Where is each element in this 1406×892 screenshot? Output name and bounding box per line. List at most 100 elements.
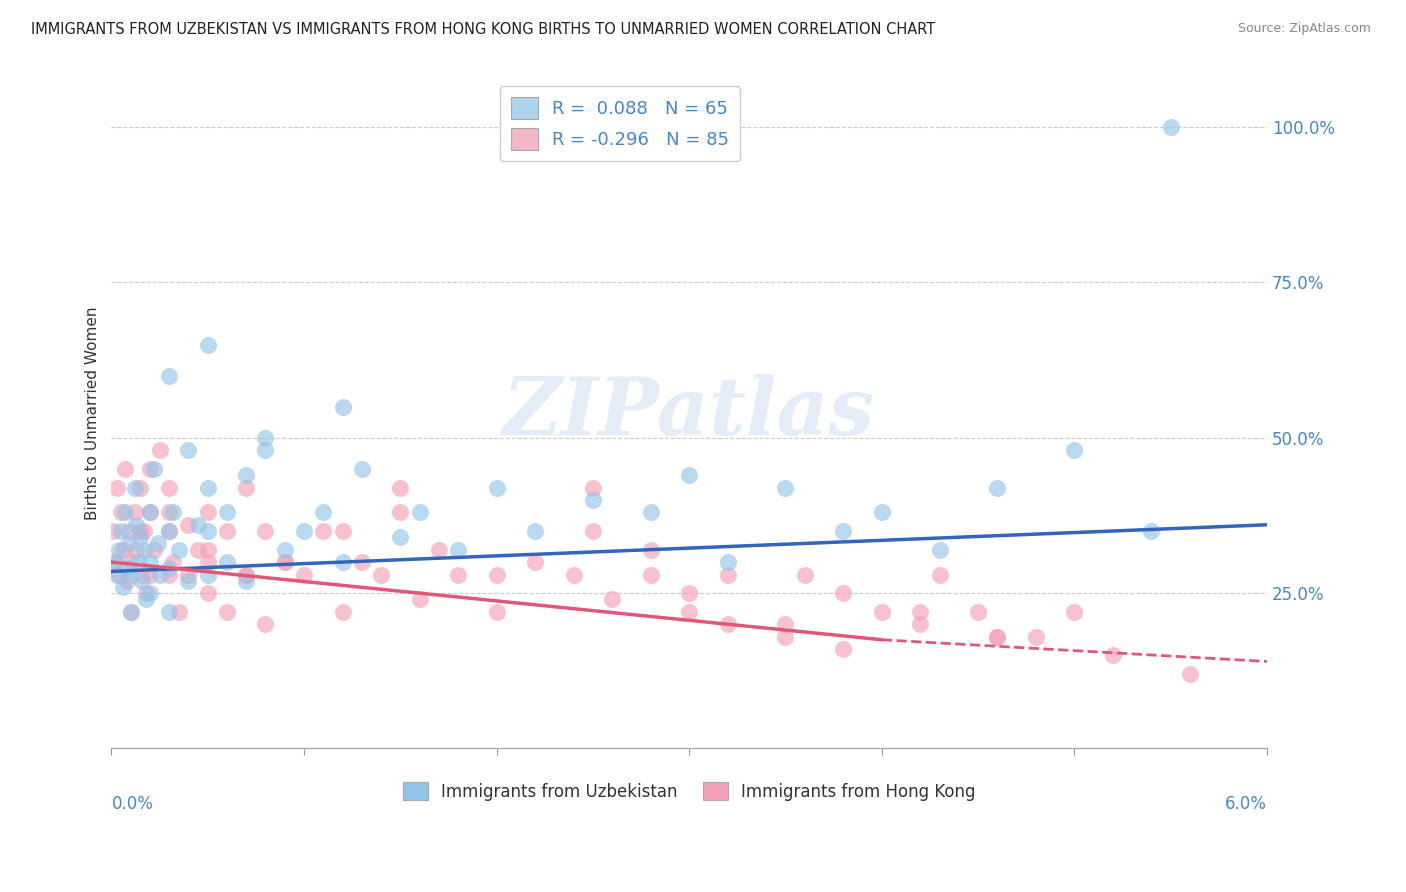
Point xyxy=(389,481,412,495)
Point xyxy=(187,542,209,557)
Point xyxy=(120,555,142,569)
Point xyxy=(105,481,128,495)
Point xyxy=(134,542,156,557)
Point xyxy=(197,555,219,569)
Point xyxy=(928,567,950,582)
Point xyxy=(1160,120,1182,135)
Point xyxy=(485,567,508,582)
Point xyxy=(125,542,148,557)
Point xyxy=(332,524,354,538)
Point xyxy=(177,443,200,458)
Point xyxy=(485,605,508,619)
Point xyxy=(235,574,257,588)
Point xyxy=(167,542,190,557)
Point xyxy=(986,630,1008,644)
Point xyxy=(582,492,605,507)
Point xyxy=(717,567,740,582)
Point xyxy=(111,542,134,557)
Point xyxy=(389,530,412,544)
Point xyxy=(350,555,373,569)
Point xyxy=(142,542,165,557)
Point xyxy=(118,536,141,550)
Point xyxy=(197,586,219,600)
Point xyxy=(129,481,152,495)
Point xyxy=(640,542,662,557)
Point xyxy=(114,505,136,519)
Point xyxy=(157,481,180,495)
Point xyxy=(120,605,142,619)
Point xyxy=(120,605,142,619)
Point xyxy=(600,592,623,607)
Point xyxy=(146,536,169,550)
Point xyxy=(197,567,219,582)
Point xyxy=(274,555,297,569)
Point xyxy=(167,605,190,619)
Point xyxy=(254,617,277,632)
Point xyxy=(118,524,141,538)
Point xyxy=(832,642,855,657)
Point xyxy=(157,561,180,575)
Point xyxy=(177,567,200,582)
Point xyxy=(427,542,450,557)
Point xyxy=(562,567,585,582)
Point xyxy=(312,505,335,519)
Point xyxy=(254,524,277,538)
Point xyxy=(157,524,180,538)
Point xyxy=(157,505,180,519)
Point xyxy=(1178,667,1201,681)
Point xyxy=(215,555,238,569)
Point xyxy=(129,524,152,538)
Point xyxy=(124,481,146,495)
Point xyxy=(312,524,335,538)
Point xyxy=(139,567,162,582)
Point xyxy=(131,567,153,582)
Point xyxy=(235,567,257,582)
Point xyxy=(408,592,430,607)
Point xyxy=(447,542,470,557)
Point xyxy=(350,462,373,476)
Point xyxy=(1063,443,1085,458)
Point xyxy=(254,443,277,458)
Point xyxy=(910,605,932,619)
Point xyxy=(389,505,412,519)
Point xyxy=(832,586,855,600)
Point xyxy=(187,517,209,532)
Point xyxy=(197,505,219,519)
Point xyxy=(157,605,180,619)
Point xyxy=(114,462,136,476)
Point xyxy=(986,630,1008,644)
Point xyxy=(142,462,165,476)
Point xyxy=(678,586,700,600)
Legend: Immigrants from Uzbekistan, Immigrants from Hong Kong: Immigrants from Uzbekistan, Immigrants f… xyxy=(396,776,983,807)
Point xyxy=(254,431,277,445)
Point xyxy=(108,542,131,557)
Point xyxy=(485,481,508,495)
Point xyxy=(115,574,138,588)
Point xyxy=(139,555,162,569)
Point xyxy=(110,524,132,538)
Point xyxy=(235,468,257,483)
Point xyxy=(104,555,127,569)
Point xyxy=(235,481,257,495)
Point xyxy=(139,462,162,476)
Point xyxy=(717,555,740,569)
Point xyxy=(870,605,893,619)
Point xyxy=(124,505,146,519)
Point xyxy=(582,524,605,538)
Point xyxy=(408,505,430,519)
Point xyxy=(157,567,180,582)
Point xyxy=(524,524,547,538)
Point xyxy=(129,530,152,544)
Point xyxy=(139,586,162,600)
Point xyxy=(524,555,547,569)
Point xyxy=(235,567,257,582)
Point xyxy=(215,524,238,538)
Point xyxy=(678,605,700,619)
Point xyxy=(292,567,315,582)
Point xyxy=(197,337,219,351)
Point xyxy=(1063,605,1085,619)
Point xyxy=(134,524,156,538)
Point xyxy=(640,567,662,582)
Point xyxy=(274,555,297,569)
Point xyxy=(870,505,893,519)
